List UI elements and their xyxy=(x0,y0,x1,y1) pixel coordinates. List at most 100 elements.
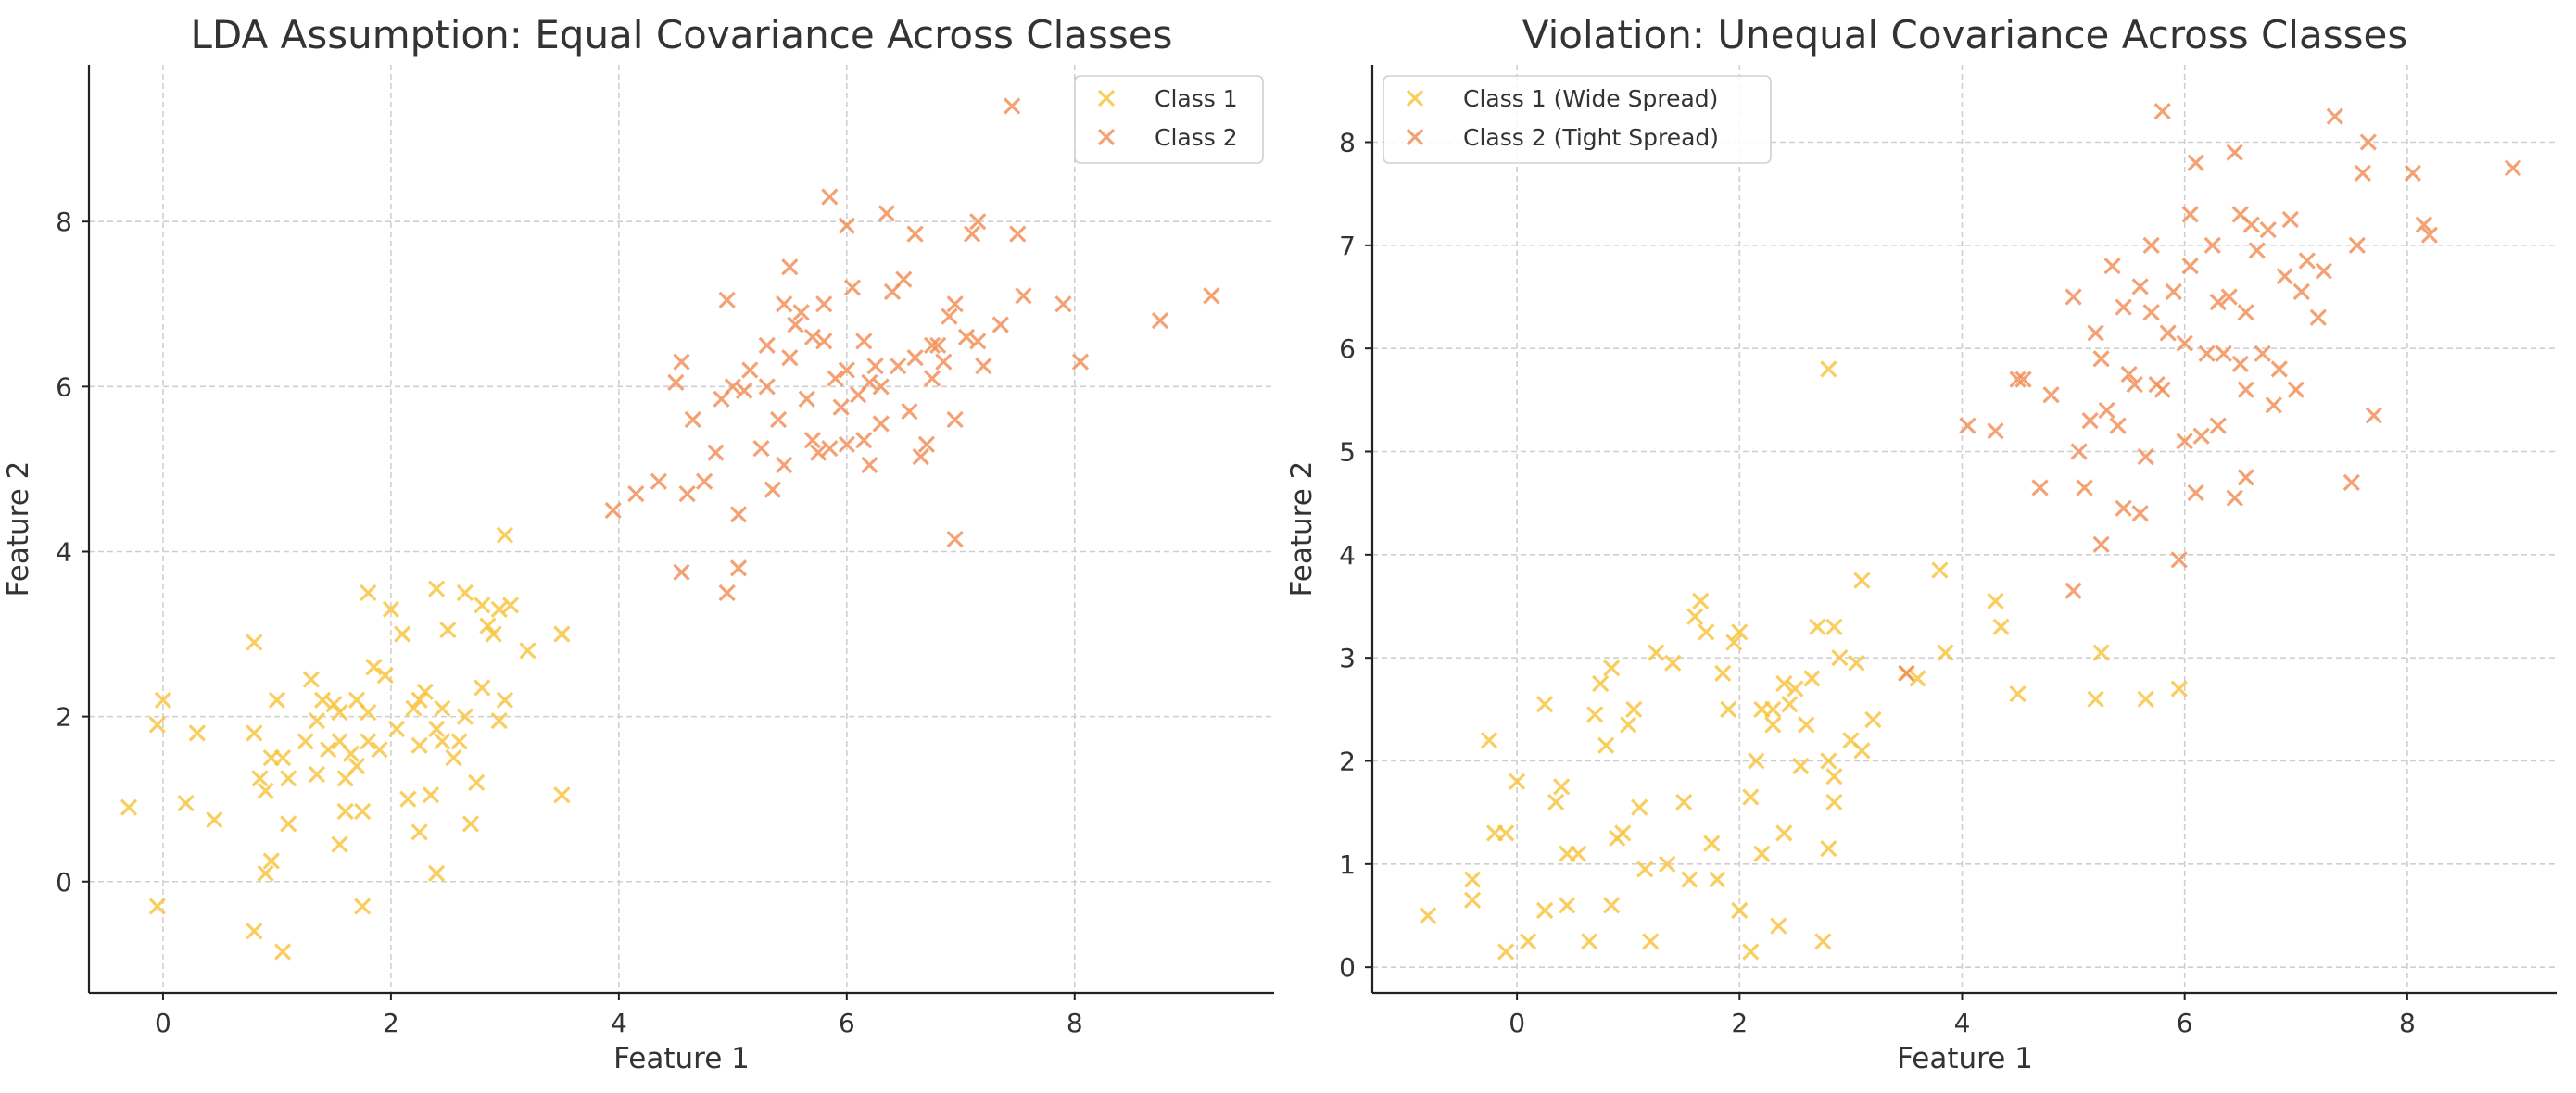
data-point xyxy=(1987,422,2004,440)
data-point xyxy=(787,316,804,333)
x-tick-label: 0 xyxy=(1509,1008,1525,1038)
y-tick-label: 4 xyxy=(1339,540,1356,571)
x-tick-label: 6 xyxy=(2177,1008,2193,1038)
data-point xyxy=(776,295,793,313)
data-point xyxy=(957,328,976,346)
legend-label: Class 1 xyxy=(1155,85,1238,112)
data-point xyxy=(2181,257,2199,275)
data-point xyxy=(2131,278,2149,295)
data-point xyxy=(855,432,873,449)
data-point xyxy=(684,410,701,429)
data-point xyxy=(320,741,337,759)
data-point xyxy=(895,270,913,288)
data-point xyxy=(485,625,502,643)
data-point xyxy=(354,802,372,821)
data-point xyxy=(2181,206,2199,223)
y-tick-label: 8 xyxy=(56,207,72,237)
y-tick-label: 0 xyxy=(1339,952,1356,983)
data-point xyxy=(1825,768,1843,785)
data-point xyxy=(416,683,434,701)
data-point xyxy=(1151,311,1169,330)
data-point xyxy=(1753,845,1771,862)
data-point xyxy=(1781,696,1799,713)
data-point xyxy=(1775,824,1793,842)
legend-label: Class 2 xyxy=(1155,124,1238,151)
data-point xyxy=(1597,736,1615,754)
data-point xyxy=(1496,824,1515,842)
data-point xyxy=(2137,447,2154,466)
data-point xyxy=(604,501,622,520)
data-point xyxy=(1731,623,1749,641)
legend-box xyxy=(1383,75,1772,164)
data-point xyxy=(838,435,855,453)
data-point xyxy=(1586,706,1604,723)
data-point xyxy=(838,361,855,379)
data-point xyxy=(1820,840,1837,858)
data-point xyxy=(2042,386,2060,404)
data-point xyxy=(963,225,981,243)
data-point xyxy=(2009,685,2027,703)
data-point xyxy=(1592,674,1610,693)
data-point xyxy=(479,617,497,634)
data-point xyxy=(468,773,486,792)
data-point xyxy=(2404,164,2422,182)
data-point xyxy=(2203,236,2221,254)
data-point xyxy=(2087,690,2104,708)
data-point xyxy=(2342,473,2360,492)
data-point xyxy=(2031,479,2049,496)
data-point xyxy=(2165,283,2182,301)
data-point xyxy=(821,188,839,206)
data-point xyxy=(1692,592,1710,610)
x-axis-label: Feature 1 xyxy=(613,1042,750,1075)
data-point xyxy=(519,642,537,660)
data-point xyxy=(2348,236,2366,254)
data-point xyxy=(2142,236,2160,254)
data-point xyxy=(2209,293,2227,311)
data-point xyxy=(815,295,833,313)
data-point xyxy=(872,378,890,396)
data-point xyxy=(2192,427,2210,445)
data-point xyxy=(764,481,782,498)
data-point xyxy=(1547,793,1565,811)
data-point xyxy=(387,720,406,738)
data-point xyxy=(365,659,383,676)
data-point xyxy=(177,795,195,812)
data-point xyxy=(1742,788,1760,806)
data-point xyxy=(1809,618,1826,635)
data-point xyxy=(2187,484,2204,502)
data-point xyxy=(781,258,799,276)
data-point xyxy=(776,456,793,474)
data-point xyxy=(2298,252,2316,270)
x-tick-label: 4 xyxy=(611,1008,627,1038)
data-point xyxy=(1636,861,1654,878)
data-point xyxy=(2287,381,2305,398)
data-point xyxy=(729,506,748,523)
x-tick-label: 0 xyxy=(155,1008,171,1038)
data-point xyxy=(2226,144,2243,161)
data-point xyxy=(1764,716,1782,734)
data-point xyxy=(496,691,514,709)
data-point xyxy=(354,898,372,915)
data-point xyxy=(1853,742,1871,760)
data-point xyxy=(1625,700,1643,718)
data-point xyxy=(1480,732,1498,749)
data-point xyxy=(2153,381,2171,398)
data-point xyxy=(2237,304,2254,321)
data-point xyxy=(2365,407,2382,424)
data-point xyxy=(2087,324,2104,342)
data-point xyxy=(1787,680,1804,697)
data-point xyxy=(1419,907,1437,924)
data-point xyxy=(1559,897,1576,914)
data-point xyxy=(1820,752,1837,770)
data-point xyxy=(2231,355,2249,372)
y-tick-label: 5 xyxy=(1339,437,1356,468)
data-point xyxy=(405,699,423,717)
data-point xyxy=(2504,159,2522,177)
data-point xyxy=(1664,654,1682,672)
data-point xyxy=(246,724,263,742)
data-point xyxy=(257,782,274,799)
data-point xyxy=(946,531,964,548)
data-point xyxy=(2170,551,2188,569)
data-point xyxy=(1686,608,1704,625)
data-point xyxy=(2120,365,2138,383)
